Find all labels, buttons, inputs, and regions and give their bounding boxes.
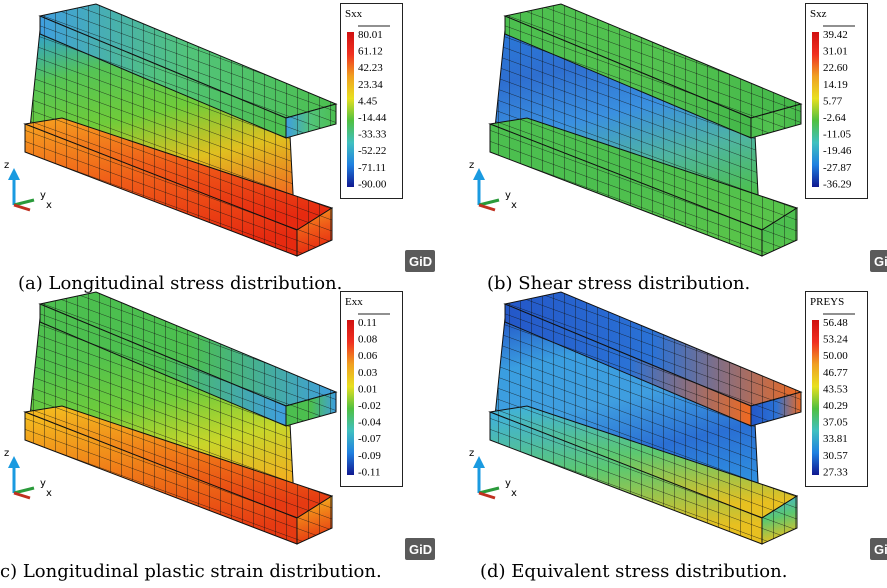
legend-value: 37.05 <box>823 417 848 429</box>
axis-z-head <box>8 168 20 180</box>
legend-value: 23.34 <box>358 79 383 91</box>
axis-label: x <box>511 200 517 211</box>
axis-z-head <box>8 456 20 468</box>
logo: Gi <box>874 542 887 557</box>
legend-value: -33.33 <box>358 129 387 141</box>
legend-value: -2.64 <box>823 112 846 124</box>
fem-panel: zyxPREYS56.4853.2450.0046.7743.5340.2937… <box>465 288 887 563</box>
legend-value: 0.01 <box>358 383 377 395</box>
legend-value: 33.81 <box>823 433 848 445</box>
legend-value: -0.04 <box>358 417 381 429</box>
legend-value: -27.87 <box>823 162 852 174</box>
legend-value: 56.48 <box>823 317 848 329</box>
logo: GiD <box>409 254 432 269</box>
axis-x <box>14 205 30 210</box>
fem-panel: zyxSxx80.0161.1242.2323.344.45-14.44-33.… <box>0 0 440 275</box>
legend-value: 0.06 <box>358 350 378 362</box>
legend-value: 50.00 <box>823 350 848 362</box>
fem-panel: zyxSxz39.4231.0122.6014.195.77-2.64-11.0… <box>465 0 887 275</box>
legend-value: 43.53 <box>823 383 848 395</box>
legend: PREYS 56.48 53.24 50.00 46.77 43.53 40.29 37.05… <box>806 292 868 487</box>
axis-label: x <box>511 488 517 499</box>
axis-label: z <box>469 448 474 459</box>
legend-value: 0.08 <box>358 334 378 346</box>
legend-value: -52.22 <box>358 145 386 157</box>
legend-value: -36.29 <box>823 178 852 190</box>
legend: Sxx 80.01 61.12 42.23 23.34 4.45 -14.44 -33.33 -… <box>341 4 403 199</box>
legend-value: -14.44 <box>358 112 387 124</box>
legend-title: Sxz <box>810 8 827 20</box>
legend-value: -0.11 <box>358 466 381 478</box>
legend-value: 22.60 <box>823 62 848 74</box>
legend-value: -90.00 <box>358 178 387 190</box>
legend-value: 0.11 <box>358 317 377 329</box>
legend-value: 53.24 <box>823 334 848 346</box>
legend: Exx 0.11 0.08 0.06 0.03 0.01 -0.02 -0.04 -0.07 -0… <box>341 292 403 487</box>
legend-value: -0.09 <box>358 450 381 462</box>
legend-value: -0.02 <box>358 400 381 412</box>
axis-label: z <box>4 160 9 171</box>
logo: GiD <box>409 542 432 557</box>
legend: Sxz 39.42 31.01 22.60 14.19 5.77 -2.64 -11.05 -1… <box>806 4 868 199</box>
color-bar <box>812 32 819 187</box>
legend-value: 80.01 <box>358 29 383 41</box>
axis-label: x <box>46 200 52 211</box>
legend-value: 0.03 <box>358 367 378 379</box>
legend-value: 31.01 <box>823 46 848 58</box>
axis-x <box>479 493 495 498</box>
axis-x <box>14 493 30 498</box>
legend-value: 4.45 <box>358 95 378 107</box>
axis-label: z <box>469 160 474 171</box>
axis-z-head <box>473 168 485 180</box>
legend-title: PREYS <box>810 296 844 308</box>
legend-value: 39.42 <box>823 29 848 41</box>
axis-y <box>14 488 34 493</box>
axis-label: x <box>46 488 52 499</box>
legend-title: Sxx <box>345 8 363 20</box>
color-bar <box>347 32 354 187</box>
legend-value: -11.05 <box>823 129 852 141</box>
axis-y <box>479 488 499 493</box>
fem-panel: zyxExx0.110.080.060.030.01-0.02-0.04-0.0… <box>0 288 440 563</box>
caption: c) Longitudinal plastic strain distribut… <box>0 561 382 582</box>
color-bar <box>347 320 354 475</box>
color-bar <box>812 320 819 475</box>
axis-x <box>479 205 495 210</box>
legend-value: 42.23 <box>358 62 383 74</box>
caption: (d) Equivalent stress distribution. <box>480 561 787 582</box>
legend-value: 27.33 <box>823 466 848 478</box>
axis-y <box>479 200 499 205</box>
figure: zyxSxx80.0161.1242.2323.344.45-14.44-33.… <box>0 0 887 588</box>
legend-title: Exx <box>345 296 363 308</box>
legend-value: -0.07 <box>358 433 381 445</box>
axis-y <box>14 200 34 205</box>
legend-value: 30.57 <box>823 450 848 462</box>
axis-z-head <box>473 456 485 468</box>
legend-value: 14.19 <box>823 79 848 91</box>
legend-value: -71.11 <box>358 162 386 174</box>
axis-label: z <box>4 448 9 459</box>
logo: Gi <box>874 254 887 269</box>
legend-value: 61.12 <box>358 46 383 58</box>
legend-value: 46.77 <box>823 367 848 379</box>
legend-value: -19.46 <box>823 145 852 157</box>
legend-value: 5.77 <box>823 95 843 107</box>
legend-value: 40.29 <box>823 400 848 412</box>
